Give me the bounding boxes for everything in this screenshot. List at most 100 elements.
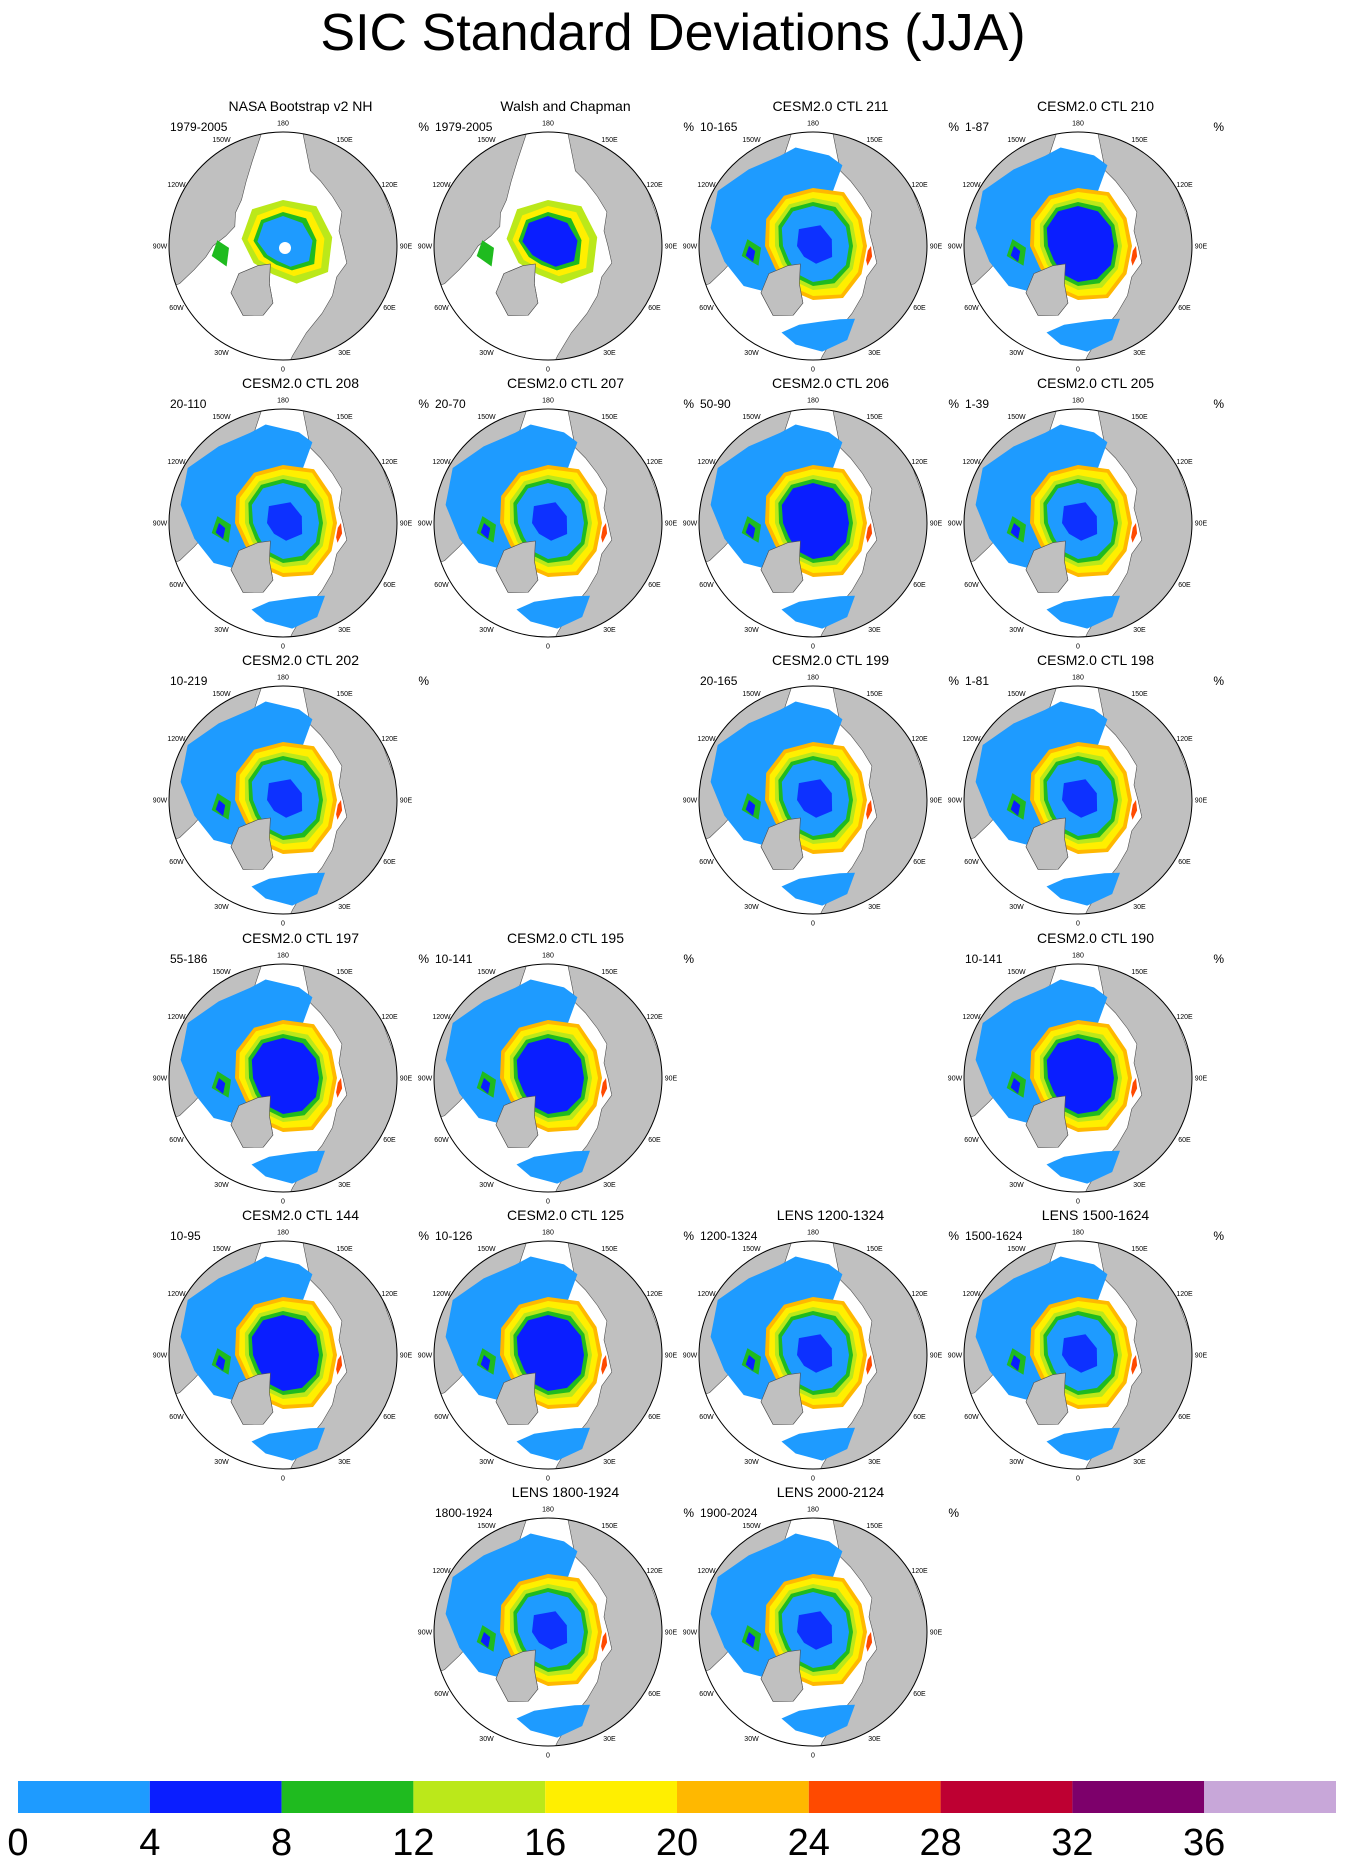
sic-core-dark [267, 502, 303, 541]
longitude-label: 30W [214, 627, 229, 634]
map-boundary [698, 1517, 928, 1747]
longitude-label: 120E [646, 1014, 663, 1021]
longitude-label: 60W [169, 305, 184, 312]
longitude-label: 120W [432, 1014, 451, 1021]
longitude-label: 180 [1072, 121, 1084, 128]
longitude-label: 60W [699, 582, 714, 589]
greenland-overlay [495, 263, 539, 316]
map-boundary [698, 131, 928, 361]
panel-units: % [948, 1506, 959, 1520]
panel-years: 10-141 [965, 952, 1003, 966]
hudson-patch [211, 240, 229, 267]
longitude-label: 30W [479, 1736, 494, 1743]
map-body [169, 409, 397, 637]
sic-pacific-low [251, 1150, 325, 1184]
greenland-overlay [760, 263, 804, 316]
sic-band-red [601, 1632, 608, 1652]
panel-years: 10-126 [435, 1229, 473, 1243]
map-body [964, 1241, 1192, 1469]
panel-title: CESM2.0 CTL 197 [242, 930, 359, 946]
map-body [169, 964, 397, 1192]
map-boundary [433, 1517, 663, 1747]
longitude-label: 60E [648, 305, 661, 312]
hudson-core [215, 800, 226, 816]
sic-core [257, 216, 313, 267]
greenland-overlay [760, 1649, 804, 1702]
colorbar-tick-label: 24 [788, 1822, 830, 1859]
map-boundary [433, 963, 663, 1193]
longitude-label: 150E [1131, 137, 1148, 144]
longitude-label: 150W [477, 414, 496, 421]
longitude-label: 180 [807, 675, 819, 682]
longitude-label: 30W [479, 350, 494, 357]
colorbar-segment [18, 1781, 150, 1813]
longitude-label: 90E [400, 1076, 413, 1083]
panel-units: % [948, 1229, 959, 1243]
longitude-label: 30E [603, 1459, 616, 1466]
longitude-label: 120E [1176, 1291, 1193, 1298]
map-body [699, 132, 927, 360]
longitude-label: 150E [601, 137, 618, 144]
sic-pacific-low [781, 872, 855, 906]
longitude-label: 30W [744, 350, 759, 357]
map-panel: CESM2.0 CTL 190 10-141% 180 150E 120E 90E 60E 3… [948, 930, 1228, 1206]
colorbar-segment [545, 1781, 677, 1813]
panel-years: 10-141 [435, 952, 473, 966]
sic-band-red [866, 246, 873, 266]
longitude-label: 90E [400, 244, 413, 251]
map-boundary [168, 131, 398, 361]
longitude-label: 30W [1009, 350, 1024, 357]
longitude-label: 0 [281, 921, 285, 928]
panel-years: 1500-1624 [965, 1229, 1023, 1243]
hudson-core [745, 800, 756, 816]
polar-map: 180 150E 120E 90E 60E 30E 0 30W 60W 90W 120W 150W [948, 675, 1208, 928]
longitude-label: 120E [911, 1291, 928, 1298]
polar-map: 180 150E 120E 90E 60E 30E 0 30W 60W 90W 120W 150W [948, 121, 1208, 374]
longitude-label: 150E [601, 1246, 618, 1253]
longitude-label: 60E [383, 305, 396, 312]
longitude-label: 0 [811, 1476, 815, 1483]
sic-core [516, 1038, 584, 1114]
longitude-label: 60E [1178, 1137, 1191, 1144]
greenland-overlay [760, 1372, 804, 1425]
longitude-label: 150W [212, 414, 231, 421]
longitude-label: 120W [697, 459, 716, 466]
map-body [434, 132, 662, 360]
map-panel: NASA Bootstrap v2 NH 1979-2005% 180 150E 120… [153, 98, 433, 374]
longitude-label: 120E [646, 182, 663, 189]
hudson-core [215, 523, 226, 539]
longitude-label: 30W [744, 627, 759, 634]
longitude-label: 90W [683, 1353, 698, 1360]
longitude-label: 90W [683, 521, 698, 528]
longitude-label: 0 [1076, 367, 1080, 374]
greenland-overlay [1025, 540, 1069, 593]
map-panel: CESM2.0 CTL 210 1-87% 180 150E 120E 90E 60E 30E… [948, 98, 1228, 374]
longitude-label: 90W [948, 1353, 963, 1360]
longitude-label: 0 [811, 644, 815, 651]
map-panel: CESM2.0 CTL 195 10-141% 180 150E 120E 90E 60E 3… [418, 930, 698, 1206]
longitude-label: 150W [1007, 1246, 1026, 1253]
longitude-label: 180 [277, 398, 289, 405]
panel-units: % [418, 397, 429, 411]
greenland-overlay [230, 263, 274, 316]
colorbar-segment [1072, 1781, 1205, 1813]
panel-years: 1979-2005 [435, 120, 493, 134]
longitude-label: 90W [153, 798, 168, 805]
panel-title: CESM2.0 CTL 211 [772, 98, 889, 114]
colorbar-tick-label: 4 [139, 1822, 160, 1859]
longitude-label: 90E [1195, 798, 1208, 805]
longitude-label: 60E [648, 1137, 661, 1144]
map-boundary [168, 963, 398, 1193]
longitude-label: 30E [338, 627, 351, 634]
longitude-label: 30E [868, 1736, 881, 1743]
longitude-label: 0 [546, 1753, 550, 1760]
panel-title: CESM2.0 CTL 195 [507, 930, 624, 946]
map-boundary [698, 408, 928, 638]
greenland-overlay [1025, 1372, 1069, 1425]
longitude-label: 120W [167, 1291, 186, 1298]
longitude-label: 180 [807, 398, 819, 405]
sic-core-dark [797, 1334, 833, 1373]
longitude-label: 180 [277, 121, 289, 128]
panel-title: CESM2.0 CTL 208 [242, 375, 359, 391]
longitude-label: 30E [338, 350, 351, 357]
